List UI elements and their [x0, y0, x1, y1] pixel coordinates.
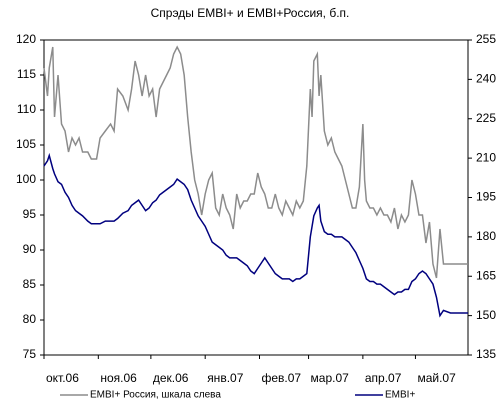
x-tick-label: янв.07	[207, 371, 244, 385]
y2-tick-label: 150	[476, 308, 496, 322]
y-tick-label: 115	[17, 67, 36, 81]
y-tick-label: 90	[23, 242, 37, 256]
y-tick-label: 110	[17, 102, 36, 116]
x-tick-label: мар.07	[311, 371, 350, 385]
chart-title: Спрэды EMBI+ и EMBI+Россия, б.п.	[151, 6, 350, 20]
y-tick-label: 120	[16, 32, 36, 46]
x-tick-label: апр.07	[365, 371, 402, 385]
plot-frame	[43, 39, 469, 356]
x-tick-label: май.07	[417, 371, 456, 385]
y-tick-label: 95	[23, 207, 37, 221]
y2-tick-label: 240	[476, 72, 496, 86]
x-tick-label: окт.06	[46, 371, 79, 385]
y2-tick-label: 180	[476, 229, 496, 243]
x-tick-label: фев.07	[262, 371, 302, 385]
y-tick-label: 80	[23, 312, 37, 326]
y2-tick-label: 225	[476, 111, 496, 125]
y2-tick-label: 255	[476, 32, 496, 46]
y2-tick-label: 210	[476, 150, 496, 164]
series-line	[43, 152, 468, 318]
y-tick-label: 75	[23, 347, 37, 361]
legend-label: EMBI+ Россия, шкала слева	[90, 390, 221, 401]
y2-tick-label: 195	[476, 190, 496, 204]
x-tick-label: ноя.06	[100, 371, 137, 385]
series-line	[43, 45, 468, 279]
y-tick-label: 105	[16, 137, 36, 151]
y-tick-label: 100	[16, 172, 36, 186]
legend-label: EMBI+	[385, 390, 415, 401]
x-tick-label: дек.06	[153, 371, 189, 385]
y2-tick-label: 135	[476, 347, 496, 361]
y2-tick-label: 165	[476, 268, 496, 282]
y-tick-label: 85	[23, 277, 37, 291]
